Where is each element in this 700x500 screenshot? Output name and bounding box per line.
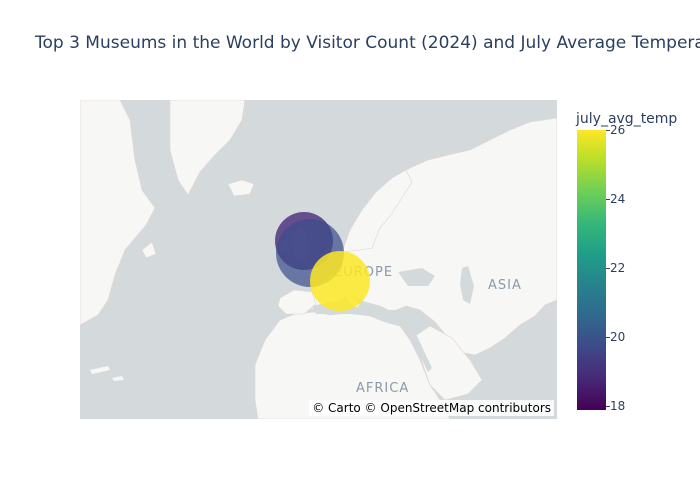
marker-point-2[interactable] <box>310 251 370 311</box>
black-sea <box>398 268 435 286</box>
iberia <box>277 289 317 315</box>
colorbar-tick-mark <box>606 199 610 200</box>
africa-landmass <box>254 311 451 419</box>
colorbar-tick-label: 26 <box>610 123 626 137</box>
greenland <box>169 100 246 196</box>
colorbar-tick-mark <box>606 268 610 269</box>
map-area[interactable]: EUROPE ASIA AFRICA © Carto © OpenStreetM… <box>80 100 557 419</box>
scandinavia <box>341 169 413 253</box>
red-sea <box>410 334 432 372</box>
colorbar-title: july_avg_temp <box>576 111 678 127</box>
chart-title: Top 3 Museums in the World by Visitor Co… <box>35 33 700 53</box>
caribbean-islands <box>90 366 124 381</box>
basemap: EUROPE ASIA AFRICA <box>80 100 557 419</box>
colorbar-tick-mark <box>606 337 610 338</box>
colorbar-tick-label: 22 <box>610 261 626 275</box>
colorbar <box>577 130 606 410</box>
colorbar-tick-label: 20 <box>610 330 626 344</box>
map-label-asia: ASIA <box>488 278 522 293</box>
north-america <box>80 100 156 326</box>
colorbar-tick-mark <box>606 130 610 131</box>
caspian-sea <box>460 266 474 304</box>
map-attribution[interactable]: © Carto © OpenStreetMap contributors <box>309 400 554 416</box>
colorbar-tick-mark <box>606 406 610 407</box>
map-label-africa: AFRICA <box>356 381 409 396</box>
colorbar-tick-label: 24 <box>610 192 626 206</box>
iceland <box>227 179 255 197</box>
colorbar-tick-label: 18 <box>610 399 626 413</box>
arabia <box>414 325 483 401</box>
newfoundland <box>141 241 157 259</box>
